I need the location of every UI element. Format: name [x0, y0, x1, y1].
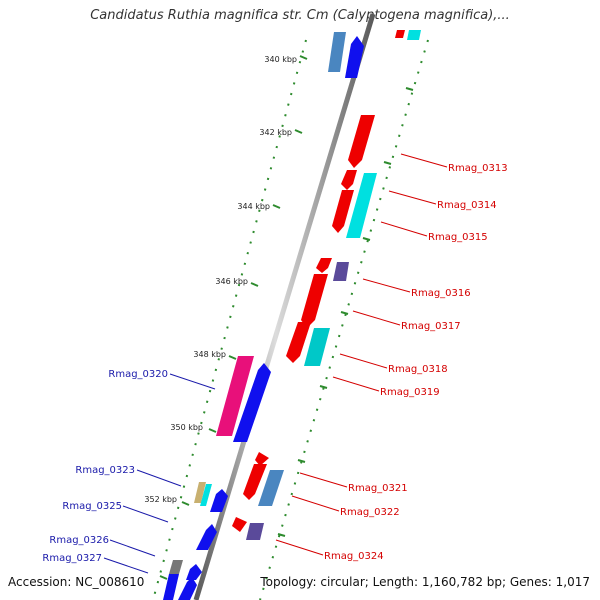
gene-arrow-rmag-0323-a[interactable] [194, 482, 206, 503]
gene-label-rmag-0313[interactable]: Rmag_0313 [448, 163, 508, 174]
gene-label-rmag-0318[interactable]: Rmag_0318 [388, 364, 448, 375]
gene-label-rmag-0317[interactable]: Rmag_0317 [401, 321, 461, 332]
gene-arrow-top-left-1[interactable] [328, 32, 346, 72]
kbp-label-348: 348 kbp [193, 350, 226, 359]
forward-gene-labels: Rmag_0313 Rmag_0314 Rmag_0315 Rmag_0316 … [324, 163, 508, 562]
gene-arrow-rmag-0324-b[interactable] [246, 523, 264, 540]
gene-arrow-rmag-0324-a[interactable] [232, 517, 247, 532]
kbp-label-342: 342 kbp [259, 128, 292, 137]
map-title: Candidatus Ruthia magnifica str. Cm (Cal… [90, 8, 510, 23]
gene-arrow-top-left-2[interactable] [345, 36, 364, 78]
gene-label-rmag-0316[interactable]: Rmag_0316 [411, 288, 471, 299]
gene-arrow-rmag-0315[interactable] [346, 173, 377, 238]
gene-label-rmag-0321[interactable]: Rmag_0321 [348, 483, 408, 494]
kbp-tick-344 [272, 204, 281, 209]
kbp-tick-350 [208, 428, 217, 433]
kbp-tick-348 [228, 355, 237, 360]
gene-arrow-rmag-0325[interactable] [196, 524, 217, 550]
gene-arrow-rmag-0326-a[interactable] [169, 560, 183, 574]
kbp-label-352: 352 kbp [144, 495, 177, 504]
gene-arrow-top-right-2[interactable] [407, 30, 421, 40]
gene-label-rmag-0326[interactable]: Rmag_0326 [49, 535, 109, 546]
gene-label-rmag-0322[interactable]: Rmag_0322 [340, 507, 400, 518]
kbp-tick-346 [250, 282, 259, 287]
gene-arrow-rmag-0320-b[interactable] [233, 363, 271, 442]
gene-arrow-rmag-0320-a[interactable] [216, 356, 254, 436]
reverse-strand-genes [163, 32, 364, 600]
accession-text: Accession: NC_008610 [8, 575, 145, 589]
topology-summary-text: Topology: circular; Length: 1,160,782 bp… [260, 575, 590, 589]
gene-arrow-rmag-0327-a[interactable] [163, 574, 179, 600]
outer-track-marks [277, 87, 414, 537]
forward-strand-genes [232, 30, 421, 540]
gene-arrow-rmag-0316-b[interactable] [333, 262, 349, 281]
kbp-label-346: 346 kbp [215, 277, 248, 286]
gene-label-rmag-0315[interactable]: Rmag_0315 [428, 232, 488, 243]
gene-arrow-top-right-1[interactable] [395, 30, 405, 38]
kbp-label-350: 350 kbp [170, 423, 203, 432]
gene-label-rmag-0314[interactable]: Rmag_0314 [437, 200, 497, 211]
kbp-tick-342 [294, 129, 303, 134]
gene-arrow-rmag-0321-b[interactable] [243, 464, 267, 500]
gene-arrow-rmag-0313[interactable] [348, 115, 375, 168]
gene-arrow-rmag-0322[interactable] [258, 470, 284, 506]
kbp-tick-340 [299, 55, 308, 60]
gene-label-rmag-0324[interactable]: Rmag_0324 [324, 551, 384, 562]
gene-label-rmag-0325[interactable]: Rmag_0325 [62, 501, 122, 512]
gene-arrow-rmag-0317[interactable] [301, 274, 328, 328]
gene-arrow-rmag-0321-a[interactable] [255, 452, 269, 466]
reverse-gene-labels: Rmag_0320 Rmag_0323 Rmag_0325 Rmag_0326 … [42, 369, 168, 564]
gene-arrow-rmag-0316-a[interactable] [316, 258, 332, 273]
gene-arrow-rmag-0319[interactable] [304, 328, 330, 366]
gene-arrow-rmag-0318[interactable] [286, 322, 311, 363]
kbp-label-344: 344 kbp [237, 202, 270, 211]
gene-arrow-rmag-0314-a[interactable] [341, 170, 357, 190]
gene-label-rmag-0323[interactable]: Rmag_0323 [75, 465, 135, 476]
kbp-scale: 340 kbp 342 kbp 344 kbp 346 kbp 348 kbp … [144, 55, 308, 580]
kbp-tick-354 [159, 575, 168, 580]
gene-arrow-rmag-0323-b[interactable] [200, 484, 212, 506]
gene-arrow-rmag-0323-c[interactable] [210, 489, 228, 512]
label-leaders [103, 153, 448, 574]
gene-label-rmag-0327[interactable]: Rmag_0327 [42, 553, 102, 564]
kbp-tick-352 [181, 501, 190, 506]
gene-label-rmag-0319[interactable]: Rmag_0319 [380, 387, 440, 398]
kbp-label-340: 340 kbp [264, 55, 297, 64]
gene-arrow-rmag-0327-b[interactable] [178, 577, 197, 600]
gene-arrow-rmag-0314-b[interactable] [332, 190, 354, 233]
gene-label-rmag-0320[interactable]: Rmag_0320 [108, 369, 168, 380]
gene-arrow-rmag-0326-b[interactable] [186, 564, 202, 580]
